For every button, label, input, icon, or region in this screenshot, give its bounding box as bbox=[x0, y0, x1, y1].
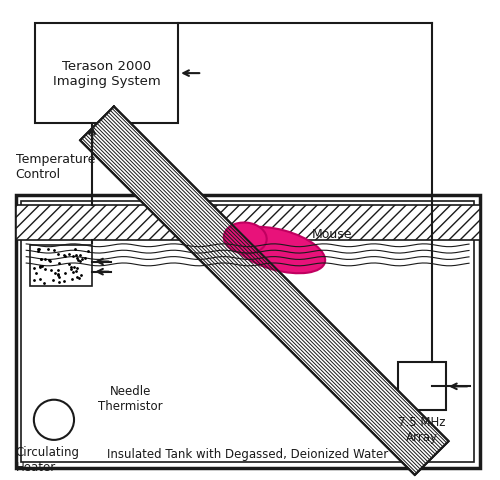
Text: Needle
Thermistor: Needle Thermistor bbox=[98, 384, 163, 412]
Bar bbox=[16, 196, 479, 468]
Ellipse shape bbox=[224, 223, 266, 254]
Circle shape bbox=[34, 400, 74, 440]
Bar bbox=[22, 202, 474, 462]
Bar bbox=[30, 246, 92, 286]
Bar bbox=[16, 205, 479, 241]
Text: Mouse: Mouse bbox=[312, 228, 352, 241]
Text: Circulating
Heater: Circulating Heater bbox=[16, 445, 80, 473]
Ellipse shape bbox=[232, 228, 325, 274]
FancyBboxPatch shape bbox=[35, 24, 178, 124]
Text: 7.5 MHz
Array: 7.5 MHz Array bbox=[398, 415, 446, 443]
Bar bbox=[398, 363, 446, 410]
Text: Insulated Tank with Degassed, Deionized Water: Insulated Tank with Degassed, Deionized … bbox=[107, 447, 388, 460]
Polygon shape bbox=[80, 107, 448, 475]
Text: Terason 2000
Imaging System: Terason 2000 Imaging System bbox=[52, 60, 160, 88]
Text: Temperature
Control: Temperature Control bbox=[16, 153, 95, 180]
